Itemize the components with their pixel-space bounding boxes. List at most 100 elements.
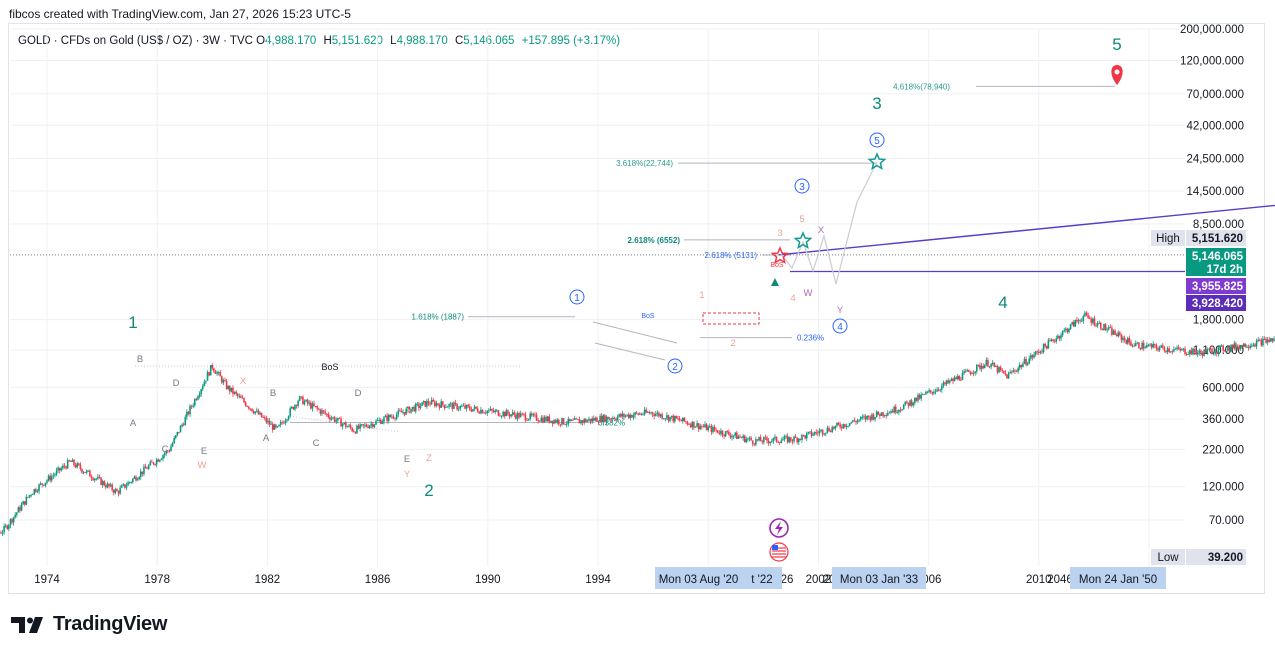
tradingview-logo[interactable]: TradingView <box>11 613 167 636</box>
candle-body <box>1072 321 1075 327</box>
candle-body <box>470 409 473 412</box>
candle-body <box>591 418 593 422</box>
candle-body <box>73 459 75 466</box>
candle-body <box>863 416 865 418</box>
candle-body <box>305 399 307 402</box>
candle-body <box>233 391 236 394</box>
candle-body <box>1266 339 1269 343</box>
candle-body <box>162 455 164 459</box>
candle-body <box>832 427 835 429</box>
candle-body <box>894 406 897 413</box>
candle-body <box>499 415 501 417</box>
x-axis-tick-label: 1986 <box>365 574 391 586</box>
time-tag-bg-1 <box>742 567 782 589</box>
candle-body <box>1257 339 1259 341</box>
primary-wave-label-2: 2 <box>424 481 433 500</box>
low-price-tag-bg <box>1186 549 1246 565</box>
candle-body <box>227 386 229 389</box>
candle-body <box>430 399 433 405</box>
candle-body <box>124 484 126 488</box>
symbol-name[interactable]: GOLD · CFDs on Gold (US$ / OZ) · 3W · TV… <box>18 35 253 47</box>
candle-body <box>189 406 191 415</box>
candle-body <box>286 419 288 421</box>
candle-body <box>647 412 649 413</box>
candle-body <box>837 423 840 425</box>
candle-body <box>451 403 454 409</box>
candle-body <box>1182 348 1185 350</box>
last-price-tag: 5,146.065 <box>1192 251 1244 263</box>
candle-body <box>1066 328 1069 333</box>
candle-body <box>1068 328 1070 333</box>
candle-body <box>354 431 357 434</box>
candle-body <box>1053 340 1056 342</box>
candle-body <box>613 417 616 420</box>
candle-body <box>1098 322 1100 324</box>
candle-body <box>101 481 104 485</box>
candle-body <box>159 459 161 462</box>
low-tag-label: Low <box>1157 552 1179 564</box>
candle-body <box>467 404 469 407</box>
candle-body <box>639 413 641 415</box>
candle-body <box>343 422 346 424</box>
candle-body <box>594 417 597 421</box>
candle-body <box>887 413 889 416</box>
candle-body <box>1119 332 1121 335</box>
candle-body <box>1039 351 1042 353</box>
candle-body <box>57 467 59 471</box>
candle-body <box>316 406 319 409</box>
bos-box <box>702 312 760 325</box>
candle-body <box>801 434 803 440</box>
fib-level-0-236-label: 0.236% <box>797 334 824 343</box>
candle-body <box>872 414 875 420</box>
candle-body <box>378 419 380 421</box>
candle-body <box>178 431 180 433</box>
candle-body <box>634 412 636 416</box>
candle-body <box>62 465 64 469</box>
candle-body <box>166 450 169 452</box>
candle-body <box>1122 337 1124 340</box>
candle-body <box>1134 343 1137 346</box>
candle-body <box>1174 348 1177 350</box>
candle-body <box>31 494 34 495</box>
candle-body <box>197 396 199 400</box>
candle-body <box>248 406 250 409</box>
candle-body <box>146 468 148 470</box>
candle-body <box>346 426 349 428</box>
sub-wave-label: X <box>406 406 413 417</box>
candle-body <box>89 470 91 477</box>
candle-body <box>707 426 709 431</box>
candle-body <box>556 419 559 423</box>
candle-body <box>36 491 39 493</box>
candle-body <box>308 402 311 404</box>
candle-body <box>139 471 142 478</box>
symbol-legend[interactable]: GOLD · CFDs on Gold (US$ / OZ) · 3W · TV… <box>18 35 620 47</box>
candle-body <box>713 426 716 430</box>
candle-body <box>847 425 849 427</box>
candle-body <box>898 409 900 413</box>
candle-body <box>468 406 471 410</box>
candle-body <box>963 371 965 374</box>
y-axis-tick-label: 220.000 <box>1202 444 1244 456</box>
candle-body <box>1004 373 1007 375</box>
candle-body <box>1177 347 1180 349</box>
candle-body <box>1 532 4 534</box>
candle-body <box>283 422 285 424</box>
candle-body <box>1047 340 1050 349</box>
sub-wave-label: Y <box>837 305 844 316</box>
candle-body <box>1192 348 1194 355</box>
candle-body <box>618 414 620 417</box>
candle-body <box>559 423 562 425</box>
candle-body <box>1165 350 1167 353</box>
fib-level-4-618-label: 4.618%(78,940) <box>893 82 950 91</box>
candle-body <box>867 415 870 417</box>
candle-body <box>144 466 147 469</box>
candle-body <box>883 415 886 416</box>
candle-body <box>1071 321 1073 325</box>
flag-canton <box>772 545 778 550</box>
candle-body <box>1055 338 1058 342</box>
candle-body <box>774 436 776 438</box>
candle-body <box>1206 349 1209 354</box>
candle-body <box>1033 354 1035 358</box>
candle-body <box>612 417 614 420</box>
